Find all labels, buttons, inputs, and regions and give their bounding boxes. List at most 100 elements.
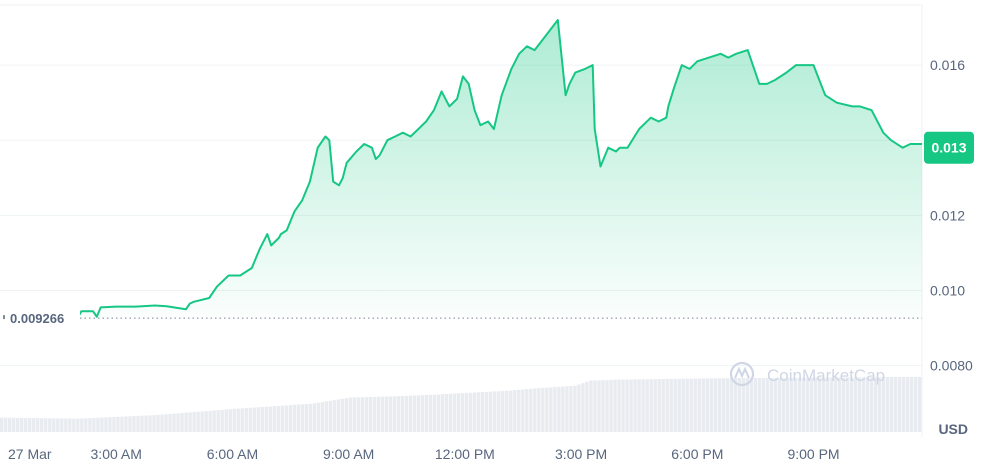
volume-bar [148,415,152,432]
volume-bar [352,397,357,432]
x-tick-label: 3:00 PM [555,446,607,462]
volume-bar [412,395,417,432]
volume-bar [396,396,401,432]
volume-bar [597,380,601,432]
y-tick-label: 0.0080 [930,358,973,374]
volume-bar [380,396,385,432]
volume-bar [769,378,774,432]
volume-bar [617,379,621,432]
volume-bar [897,377,902,432]
volume-bar [461,393,465,432]
volume-bar [649,379,653,432]
volume-bar [521,389,525,432]
volume-bar [160,414,164,432]
volume-bar [212,410,216,432]
volume-bar [741,378,746,432]
volume-bar [685,378,689,432]
volume-bar [509,390,513,432]
volume-bar [252,407,256,432]
volume-bar [248,407,252,432]
volume-bar [400,395,405,432]
volume-bar [765,378,770,432]
volume-bar [505,390,509,432]
volume-bar [485,391,489,432]
volume-bar [128,416,132,432]
volume-bar [132,416,136,432]
volume-bar [745,378,750,432]
volume-bar [701,378,705,432]
volume-bar [825,377,830,432]
volume-bar [440,394,445,432]
volume-bar [513,390,517,432]
volume-bar [561,386,565,432]
volume-bar [432,394,437,432]
volume-bar [224,409,228,432]
volume-bar [264,406,268,432]
volume-bar [821,377,826,432]
volume-bar [8,417,12,432]
volume-bar [384,396,389,432]
volume-bar [641,379,645,432]
volume-bar [420,395,425,432]
volume-bar [629,379,633,432]
volume-bar [136,415,140,432]
volume-bar [236,408,240,432]
volume-bar [705,378,709,432]
volume-bar [184,412,188,432]
volume-bar [292,404,297,432]
volume-bar [585,381,589,432]
volume-bar [284,405,289,432]
volume-bar [885,377,890,432]
volume-bar [621,379,625,432]
volume-bar [645,379,649,432]
volume-bar [753,378,758,432]
x-tick-label: 12:00 PM [435,446,495,462]
volume-bar [537,388,541,432]
volume-bar [456,393,461,432]
volume-bar [601,380,605,432]
volume-bar [693,378,697,432]
volume-bar [757,378,762,432]
volume-bar [901,377,906,432]
volume-bar [108,417,112,432]
volume-bar [104,417,108,432]
volume-bar [300,404,305,432]
volume-bar [304,404,309,432]
volume-bar [545,387,549,432]
volume-bar [332,400,337,432]
volume-bar [388,396,393,432]
volume-bar [913,377,918,432]
volume-bar [557,386,561,432]
volume-bar [893,377,898,432]
volume-bar [777,377,782,432]
volume-bar [609,379,613,432]
volume-bar [845,377,850,432]
volume-bar [477,392,481,432]
volume-bar [565,386,569,432]
volume-bar [324,401,329,432]
volume-bar [92,417,96,432]
volume-bar [573,385,577,432]
volume-bar [605,380,609,432]
open-price-label-bg [3,309,80,328]
volume-bar [581,383,585,432]
volume-bar [240,408,244,432]
price-area-fill [77,20,922,319]
area-layer [76,19,922,319]
volume-bar [28,417,32,432]
volume-bar [673,378,677,432]
volume-bar [737,378,742,432]
volume-bar [56,418,60,432]
volume-bar [164,414,168,432]
volume-bar [801,377,806,432]
volume-bar [404,395,409,432]
volume-bar [20,417,24,432]
volume-bar [372,396,377,432]
y-tick-label: 0.012 [930,207,965,223]
volume-bar [501,391,505,432]
volume-bar [48,418,52,432]
volume-bar [713,378,717,432]
volume-bar [392,396,397,432]
volume-bar [817,377,822,432]
